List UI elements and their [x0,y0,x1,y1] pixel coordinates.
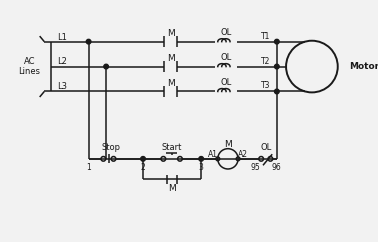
Text: A1: A1 [208,150,218,159]
Text: Stop: Stop [101,143,120,152]
Text: 1: 1 [86,163,91,172]
Circle shape [274,39,279,44]
Text: L3: L3 [57,82,67,91]
Circle shape [274,64,279,69]
Text: M: M [167,29,175,38]
Text: 96: 96 [272,163,282,172]
Text: 95: 95 [251,163,260,172]
Text: L2: L2 [57,57,67,67]
Text: AC
Lines: AC Lines [19,57,40,76]
Circle shape [141,157,146,161]
Text: 3: 3 [199,163,204,172]
Text: T3: T3 [261,82,270,91]
Text: OL: OL [220,28,232,37]
Text: Motor: Motor [349,62,378,71]
Text: L1: L1 [57,32,67,42]
Text: OL: OL [220,78,232,87]
Text: OL: OL [220,53,232,62]
Text: OL: OL [260,143,271,152]
Circle shape [274,89,279,94]
Text: Start: Start [161,143,182,152]
Text: M: M [168,184,176,193]
Circle shape [104,64,108,69]
Circle shape [86,39,91,44]
Text: 2: 2 [141,163,146,172]
Text: T1: T1 [261,32,270,41]
Text: M: M [224,141,232,150]
Text: M: M [167,54,175,63]
Circle shape [199,157,203,161]
Text: T2: T2 [261,57,270,66]
Text: A2: A2 [238,150,248,159]
Text: M: M [167,79,175,88]
